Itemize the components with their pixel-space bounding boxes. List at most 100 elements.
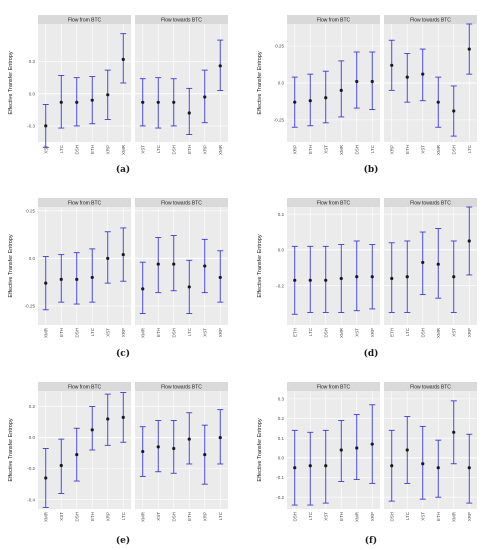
data-point <box>436 100 440 104</box>
figure-caption: (d) <box>364 348 379 359</box>
x-tick-label: DSH <box>74 328 79 338</box>
facet-panel: Flow from BTC XMR XST DSH ETH XRP LTC <box>38 382 131 522</box>
x-tick-label: ETH <box>308 145 313 154</box>
errorbar-dsh <box>170 420 177 474</box>
errorbar-xmr <box>139 426 146 477</box>
chart-d: Effective Transfer Entropy -0.20.00.2Flow… <box>257 198 477 359</box>
errorbar-xmr <box>338 244 345 313</box>
chart-b: Effective Transfer Entropy-0.250.00.25Fl… <box>257 15 477 175</box>
data-point <box>390 276 394 281</box>
chart-c: Effective Transfer Entropy-0.250.00.25Fl… <box>8 198 228 359</box>
data-point <box>59 463 63 468</box>
data-point <box>90 428 94 432</box>
x-tick-label: XRP <box>370 512 375 521</box>
y-tick-label: 0.3 <box>29 59 36 64</box>
x-tick-label: XST <box>420 145 425 154</box>
errorbar-xmr <box>42 256 49 311</box>
errorbar-ltc <box>307 431 314 506</box>
x-tick-label: ETH <box>156 328 161 337</box>
data-point <box>293 100 297 104</box>
facet-strip <box>287 382 380 391</box>
data-point <box>187 285 191 289</box>
x-tick-label: XRP <box>105 145 110 154</box>
y-axis-label: Effective Transfer Entropy <box>257 51 263 114</box>
x-tick-label: XRP <box>467 328 472 337</box>
panel-background <box>135 207 228 325</box>
y-tick-label: 0.2 <box>278 212 285 217</box>
facet-panel: Flow from BTC XRP ETH XST XMR DSH LTC <box>287 15 380 155</box>
x-tick-label: XMR <box>121 144 126 155</box>
x-tick-label: LTC <box>370 144 375 153</box>
x-tick-label: ETH <box>187 145 192 154</box>
x-tick-label: XMR <box>339 144 344 155</box>
y-tick-label: 0.3 <box>278 396 285 401</box>
x-tick-label: LTC <box>308 511 313 520</box>
errorbar-ltc <box>369 51 376 111</box>
x-tick-label: ETH <box>436 512 441 521</box>
errorbar-xrp <box>201 69 208 124</box>
facet-strip <box>38 198 131 207</box>
errorbar-xmr <box>42 447 49 508</box>
y-tick-label: -0.4 <box>27 497 35 502</box>
errorbar-eth <box>89 76 96 125</box>
y-tick-label: 0.25 <box>275 44 284 49</box>
x-tick-label: XST <box>43 145 48 154</box>
y-tick-label: 0.2 <box>29 404 36 409</box>
x-tick-label: XMR <box>43 327 48 338</box>
x-tick-label: XMR <box>140 327 145 338</box>
errorbar-dsh <box>450 85 457 137</box>
x-tick-label: XRP <box>202 145 207 154</box>
x-tick-label: LTC <box>156 144 161 153</box>
errorbar-xrp <box>104 69 111 120</box>
errorbar-eth <box>291 245 298 315</box>
x-tick-label: LTC <box>308 327 313 336</box>
x-tick-label: LTC <box>90 327 95 336</box>
y-tick-label: 0.0 <box>278 248 285 253</box>
x-tick-label: ETH <box>90 145 95 154</box>
x-tick-label: ETH <box>389 328 394 337</box>
y-tick-label: -0.2 <box>276 283 284 288</box>
data-point <box>218 435 222 440</box>
data-point <box>75 277 79 281</box>
data-point <box>75 453 79 457</box>
y-tick-label: -0.1 <box>276 475 284 480</box>
x-tick-label: XST <box>140 145 145 154</box>
data-point <box>141 100 145 104</box>
x-tick-label: ETH <box>292 328 297 337</box>
data-point <box>293 466 297 470</box>
facet-title: Flow towards BTC <box>161 200 202 206</box>
y-tick-label: -0.25 <box>274 117 285 122</box>
errorbar-eth <box>338 420 345 482</box>
errorbar-xmr <box>435 228 442 299</box>
facet-strip <box>384 15 477 24</box>
facet-title: Flow from BTC <box>68 17 102 23</box>
x-tick-label: LTC <box>405 327 410 336</box>
x-tick-label: XST <box>354 328 359 337</box>
errorbar-ltc <box>404 416 411 484</box>
panel-background <box>135 391 228 509</box>
facet-title: Flow from BTC <box>68 384 102 390</box>
panel-background <box>287 207 380 325</box>
errorbar-ltc <box>307 245 314 313</box>
data-point <box>355 79 359 84</box>
errorbar-eth <box>435 439 442 498</box>
errorbar-xrp <box>369 404 376 484</box>
data-point <box>218 275 222 280</box>
errorbar-xst <box>450 240 457 313</box>
x-tick-label: DSH <box>74 512 79 522</box>
y-tick-label: -0.2 <box>276 495 284 500</box>
y-axis-label: Effective Transfer Entropy <box>8 234 14 297</box>
errorbar-dsh <box>73 252 80 305</box>
data-point <box>370 442 374 446</box>
errorbar-eth <box>307 73 314 127</box>
errorbar-xrp <box>466 206 473 276</box>
facet-title: Flow towards BTC <box>410 200 451 206</box>
facet-strip <box>38 15 131 24</box>
data-point <box>355 446 359 450</box>
data-point <box>355 275 359 279</box>
facet-panel: Flow towards BTC ETH LTC DSH XMR XST XRP <box>384 198 477 338</box>
panel-background <box>287 391 380 509</box>
data-point <box>156 445 160 449</box>
chart-a: Effective Transfer Entropy-0.30.00.3Flow… <box>8 15 228 175</box>
x-tick-label: XST <box>202 328 207 337</box>
